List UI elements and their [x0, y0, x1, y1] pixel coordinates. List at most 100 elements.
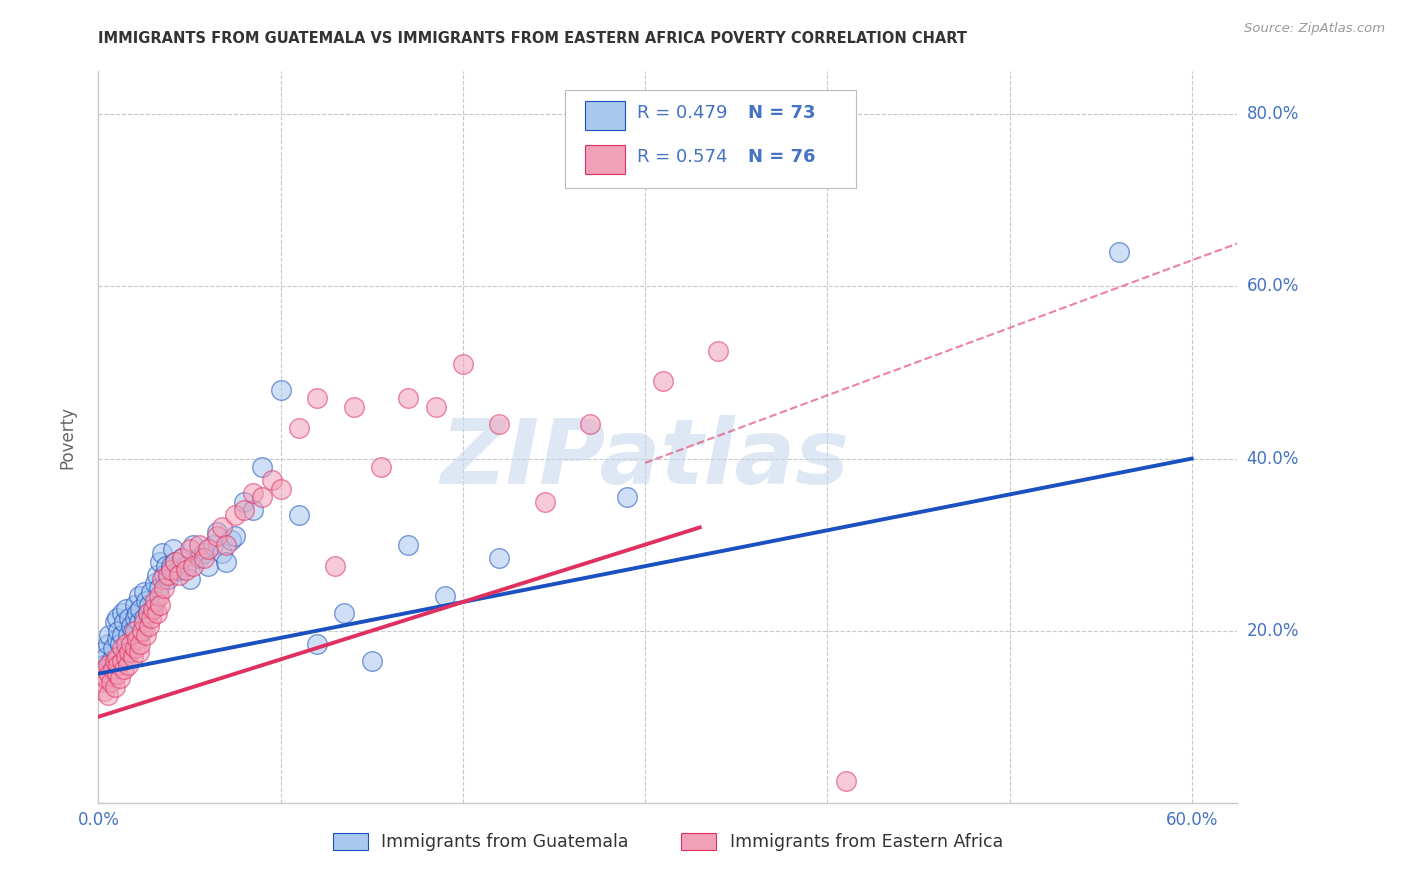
Point — [342, 400, 364, 414]
Point — [174, 559, 197, 574]
Point — [96, 688, 118, 702]
Point — [125, 607, 148, 621]
Point — [260, 473, 283, 487]
Point — [120, 619, 142, 633]
Y-axis label: Poverty: Poverty — [58, 406, 76, 468]
Point — [425, 400, 447, 414]
Point — [111, 607, 134, 621]
Point — [128, 589, 150, 603]
Point — [652, 374, 675, 388]
Point — [307, 392, 329, 406]
Point — [215, 555, 238, 569]
Point — [110, 671, 132, 685]
Point — [100, 654, 122, 668]
Point — [193, 550, 215, 565]
Point — [187, 538, 209, 552]
Point — [93, 658, 115, 673]
Point — [270, 482, 292, 496]
Text: Source: ZipAtlas.com: Source: ZipAtlas.com — [1244, 22, 1385, 36]
Point — [488, 550, 510, 565]
Point — [112, 615, 135, 629]
Point — [181, 538, 204, 552]
Point — [96, 658, 118, 673]
Point — [488, 417, 510, 432]
Text: R = 0.574: R = 0.574 — [637, 148, 727, 166]
Point — [104, 680, 127, 694]
Point — [163, 555, 186, 569]
Point — [153, 567, 176, 582]
Point — [118, 611, 141, 625]
Point — [105, 632, 128, 647]
Point — [136, 607, 159, 621]
Point — [333, 607, 356, 621]
Point — [91, 645, 114, 659]
Point — [270, 383, 292, 397]
Point — [167, 564, 190, 578]
Point — [131, 624, 153, 638]
Point — [114, 637, 136, 651]
Point — [193, 546, 215, 560]
Text: 40.0%: 40.0% — [1246, 450, 1299, 467]
Point — [135, 593, 157, 607]
Point — [307, 637, 329, 651]
Point — [172, 550, 194, 565]
Point — [96, 637, 118, 651]
Point — [105, 611, 128, 625]
Point — [211, 546, 233, 560]
Point — [224, 508, 246, 522]
Point — [534, 494, 557, 508]
Point — [179, 572, 201, 586]
Point — [187, 550, 209, 565]
Point — [107, 624, 129, 638]
Point — [135, 628, 157, 642]
Point — [100, 675, 122, 690]
Point — [143, 576, 166, 591]
Point — [181, 559, 204, 574]
Point — [101, 662, 124, 676]
Point — [288, 508, 311, 522]
Point — [205, 529, 228, 543]
Point — [579, 417, 602, 432]
Text: N = 76: N = 76 — [748, 148, 815, 166]
Point — [124, 611, 146, 625]
Point — [141, 585, 163, 599]
Point — [224, 529, 246, 543]
Point — [156, 567, 179, 582]
Point — [128, 645, 150, 659]
Point — [242, 503, 264, 517]
Point — [114, 645, 136, 659]
Point — [211, 520, 233, 534]
Point — [360, 654, 382, 668]
Text: IMMIGRANTS FROM GUATEMALA VS IMMIGRANTS FROM EASTERN AFRICA POVERTY CORRELATION : IMMIGRANTS FROM GUATEMALA VS IMMIGRANTS … — [98, 31, 967, 46]
Point — [143, 593, 166, 607]
Point — [122, 624, 145, 638]
Point — [91, 675, 114, 690]
Point — [396, 392, 419, 406]
Point — [124, 640, 146, 655]
Point — [149, 598, 172, 612]
Point — [150, 546, 173, 560]
Point — [148, 581, 170, 595]
Text: R = 0.479: R = 0.479 — [637, 104, 727, 122]
Point — [104, 615, 127, 629]
Point — [197, 541, 219, 556]
Point — [233, 494, 256, 508]
Point — [145, 567, 167, 582]
Point — [105, 666, 128, 681]
Point — [132, 615, 155, 629]
Point — [98, 666, 121, 681]
Point — [141, 611, 163, 625]
Point — [124, 598, 146, 612]
Point — [94, 671, 117, 685]
Point — [120, 637, 142, 651]
Point — [233, 503, 256, 517]
FancyBboxPatch shape — [565, 90, 856, 188]
Point — [124, 624, 146, 638]
Point — [117, 658, 139, 673]
Text: 20.0%: 20.0% — [1246, 622, 1299, 640]
Point — [156, 572, 179, 586]
Point — [105, 649, 128, 664]
Point — [107, 658, 129, 673]
Point — [150, 572, 173, 586]
Point — [136, 607, 159, 621]
